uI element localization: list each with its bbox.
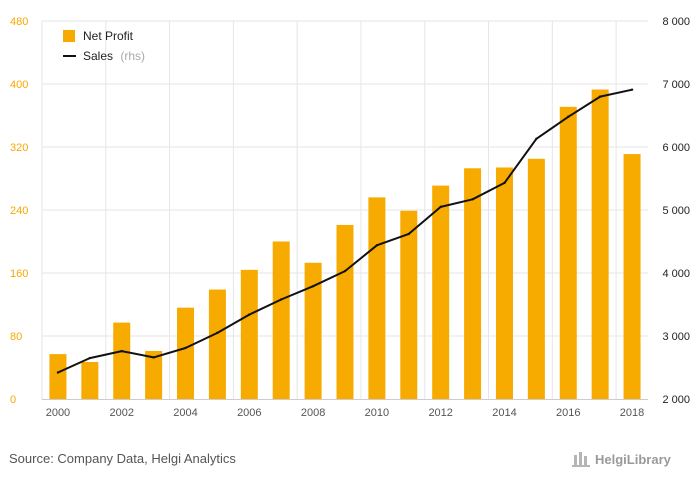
legend-sales-name: Sales xyxy=(83,49,113,63)
x-tick-label: 2012 xyxy=(428,407,452,419)
x-tick-label: 2000 xyxy=(46,407,70,419)
y-tick-label-right: 3 000 xyxy=(662,331,690,343)
sales-point xyxy=(248,313,251,316)
grid-lines xyxy=(41,20,648,399)
net-profit-bar xyxy=(49,354,67,399)
net-profit-bar xyxy=(464,168,482,399)
net-profit-bar xyxy=(177,307,195,399)
net-profit-bar xyxy=(113,322,131,399)
sales-point xyxy=(630,88,634,91)
brand-name: HelgiLibrary xyxy=(595,452,672,467)
y-tick-label-left: 0 xyxy=(10,394,16,406)
sales-point xyxy=(152,356,155,359)
y-tick-label-left: 400 xyxy=(10,79,28,91)
sales-point xyxy=(375,244,379,247)
x-tick-label: 2008 xyxy=(301,407,325,419)
net-profit-bar xyxy=(368,197,386,399)
brand-logo-icon xyxy=(572,452,590,467)
net-profit-bar xyxy=(495,167,513,399)
sales-point xyxy=(567,115,570,118)
sales-point xyxy=(343,269,347,273)
sales-point xyxy=(120,349,123,353)
net-profit-bars xyxy=(49,89,641,400)
sales-point xyxy=(407,232,410,236)
sales-point xyxy=(598,95,602,98)
x-tick-label: 2016 xyxy=(556,407,580,419)
net-profit-bar xyxy=(591,89,609,399)
sales-point xyxy=(88,356,92,360)
legend-sales-label: Sales (rhs) xyxy=(83,49,145,63)
x-tick-label: 2006 xyxy=(237,407,261,419)
y-tick-label-left: 320 xyxy=(10,142,28,154)
net-profit-bar xyxy=(623,154,641,399)
y-tick-label-right: 4 000 xyxy=(662,268,690,280)
sales-point xyxy=(311,285,315,288)
y-tick-label-right: 5 000 xyxy=(662,205,690,217)
net-profit-bar xyxy=(559,106,577,400)
sales-point xyxy=(503,181,506,185)
axes: 0 2 000 80 3 000 160 4 000 240 5 000 320 6 000 400… xyxy=(10,16,690,419)
net-profit-bar xyxy=(400,210,418,399)
y-tick-label-left: 80 xyxy=(10,331,22,343)
sales-point xyxy=(439,205,442,209)
sales-point xyxy=(280,298,283,301)
sales-point xyxy=(184,346,187,350)
y-tick-label-right: 2 000 xyxy=(662,394,690,406)
sales-point xyxy=(216,331,219,335)
net-profit-bar xyxy=(432,185,450,399)
source-note: Source: Company Data, Helgi Analytics xyxy=(9,451,236,466)
brand-logo: HelgiLibrary xyxy=(572,452,672,467)
net-profit-bar xyxy=(304,262,322,399)
net-profit-bar xyxy=(272,241,290,399)
net-profit-bar xyxy=(208,289,226,399)
net-profit-bar xyxy=(240,269,258,399)
y-tick-label-right: 6 000 xyxy=(662,142,690,154)
net-profit-bar xyxy=(145,350,163,399)
x-tick-label: 2004 xyxy=(173,407,197,419)
y-tick-label-left: 480 xyxy=(10,16,28,28)
sales-point xyxy=(471,198,474,201)
net-profit-bar xyxy=(81,361,99,399)
sales-point xyxy=(535,137,538,141)
y-tick-label-right: 7 000 xyxy=(662,79,690,91)
sales-line-group xyxy=(56,88,634,374)
legend: Net Profit Sales (rhs) xyxy=(63,29,145,63)
y-tick-label-left: 240 xyxy=(10,205,28,217)
net-profit-bar xyxy=(527,158,545,399)
y-tick-label-right: 8 000 xyxy=(662,16,690,28)
x-tick-label: 2018 xyxy=(620,407,644,419)
net-profit-bar xyxy=(336,224,354,399)
legend-net-profit-label: Net Profit xyxy=(83,29,134,43)
x-tick-label: 2002 xyxy=(109,407,133,419)
legend-net-profit-swatch xyxy=(63,30,75,42)
x-tick-label: 2010 xyxy=(365,407,389,419)
y-tick-label-left: 160 xyxy=(10,268,28,280)
sales-point xyxy=(56,371,60,374)
legend-sales-suffix: (rhs) xyxy=(120,49,145,63)
x-tick-label: 2014 xyxy=(492,407,516,419)
